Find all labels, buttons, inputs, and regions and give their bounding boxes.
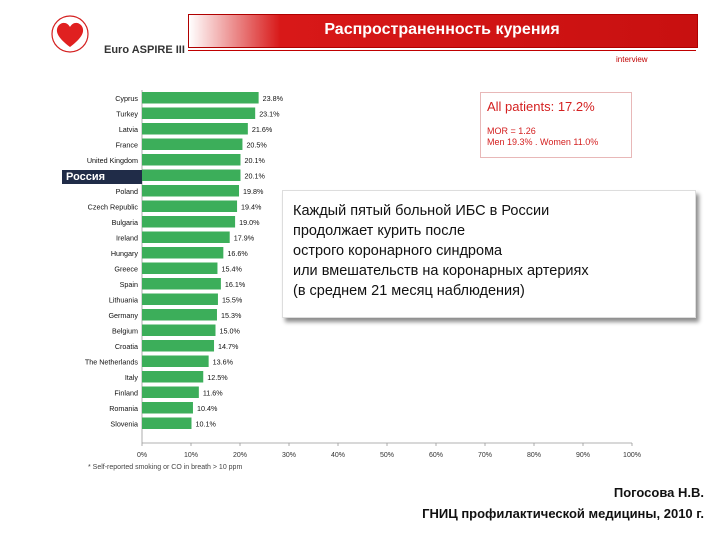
value-label: 19.8% [243,187,264,196]
category-label: Romania [109,404,138,413]
x-tick-label: 80% [527,452,541,459]
bar-france [142,138,243,150]
x-tick-label: 60% [429,452,443,459]
x-tick-label: 40% [331,452,345,459]
value-label: 23.1% [259,110,280,119]
category-label: Italy [125,373,139,382]
footnote: * Self-reported smoking or CO in breath … [88,464,243,471]
category-label: Greece [114,265,138,274]
category-label: Belgium [112,327,138,336]
value-label: 19.4% [241,203,262,212]
logo-text: Euro ASPIRE III [104,44,185,56]
value-label: 10.1% [195,420,216,429]
value-label: 16.6% [227,249,248,258]
value-label: 13.6% [213,358,234,367]
men-women-values: Men 19.3% . Women 11.0% [487,137,599,147]
bar-czech-republic [142,200,238,212]
value-label: 16.1% [225,280,246,289]
value-label: 15.3% [221,311,242,320]
summary-line-3: острого коронарного синдрома [293,243,503,259]
value-label: 19.0% [239,218,260,227]
value-label: 14.7% [218,342,239,351]
bar-poland [142,185,240,197]
summary-line-5: (в среднем 21 месяц наблюдения) [293,283,525,299]
value-label: 20.1% [244,172,265,181]
bar-cyprus [142,92,259,104]
bar-greece [142,262,218,274]
bar-slovenia [142,417,192,429]
bar-the-netherlands [142,355,209,367]
value-label: 15.0% [220,327,241,336]
bar-united-kingdom [142,154,241,166]
header-divider [188,50,696,51]
category-label: Cyprus [115,94,138,103]
summary-line-4: или вмешательств на коронарных артериях [293,263,589,279]
bar-germany [142,309,217,321]
category-label: Slovenia [110,420,138,429]
value-label: 17.9% [234,234,255,243]
summary-line-1: Каждый пятый больной ИБС в России [293,203,550,219]
category-label: United Kingdom [87,156,138,165]
bar-spain [142,278,221,290]
bar-belgium [142,324,216,336]
author-institution: ГНИЦ профилактической медицины, 2010 г. [422,506,704,521]
bar-ireland [142,231,230,243]
category-label: Czech Republic [88,203,139,212]
category-label: France [116,141,138,150]
category-label: Lithuania [109,296,138,305]
bar-hungary [142,247,224,259]
bar-croatia [142,340,215,352]
x-tick-label: 70% [478,452,492,459]
bar-lithuania [142,293,218,305]
category-label: Germany [108,311,138,320]
value-label: 11.6% [203,389,223,398]
euroaspire-heart-logo [51,15,89,53]
value-label: 20.1% [244,156,265,165]
mor-value: MOR = 1.26 [487,126,536,136]
header-bar [188,14,698,48]
value-label: 15.4% [221,265,242,274]
bar-russia [142,169,241,181]
bar-turkey [142,107,256,119]
value-label: 23.8% [263,94,284,103]
category-label: Ireland [116,234,138,243]
category-label: Turkey [116,110,138,119]
bar-latvia [142,123,248,135]
author-name: Погосова Н.В. [613,485,704,500]
x-tick-label: 0% [137,452,147,459]
category-label: Spain [120,280,138,289]
x-tick-label: 90% [576,452,590,459]
russia-label: Россия [62,170,142,184]
bar-italy [142,371,204,383]
page-title: Распространенность курения [324,21,560,38]
value-label: 10.4% [197,404,218,413]
bar-bulgaria [142,216,236,228]
category-label: Bulgaria [112,218,138,227]
category-label: Croatia [115,342,138,351]
category-label: Latvia [119,125,138,134]
summary-line-2: продолжает курить после [293,223,466,239]
all-patients-title: All patients: 17.2% [487,99,595,114]
category-label: The Netherlands [85,358,139,367]
x-tick-label: 20% [233,452,247,459]
value-label: 12.5% [207,373,228,382]
bar-finland [142,386,199,398]
interview-label: interview [616,55,648,64]
category-label: Hungary [111,249,139,258]
all-patients-box: All patients: 17.2% MOR = 1.26 Men 19.3%… [480,92,632,158]
bar-romania [142,402,193,414]
summary-callout: Каждый пятый больной ИБС в России продол… [282,190,696,318]
author-block: Погосова Н.В. ГНИЦ профилактической меди… [422,482,704,524]
x-tick-label: 100% [623,452,641,459]
value-label: 15.5% [222,296,243,305]
x-tick-label: 30% [282,452,296,459]
x-tick-label: 50% [380,452,394,459]
value-label: 20.5% [246,141,267,150]
category-label: Finland [114,389,138,398]
value-label: 21.6% [252,125,273,134]
category-label: Poland [116,187,138,196]
x-tick-label: 10% [184,452,198,459]
